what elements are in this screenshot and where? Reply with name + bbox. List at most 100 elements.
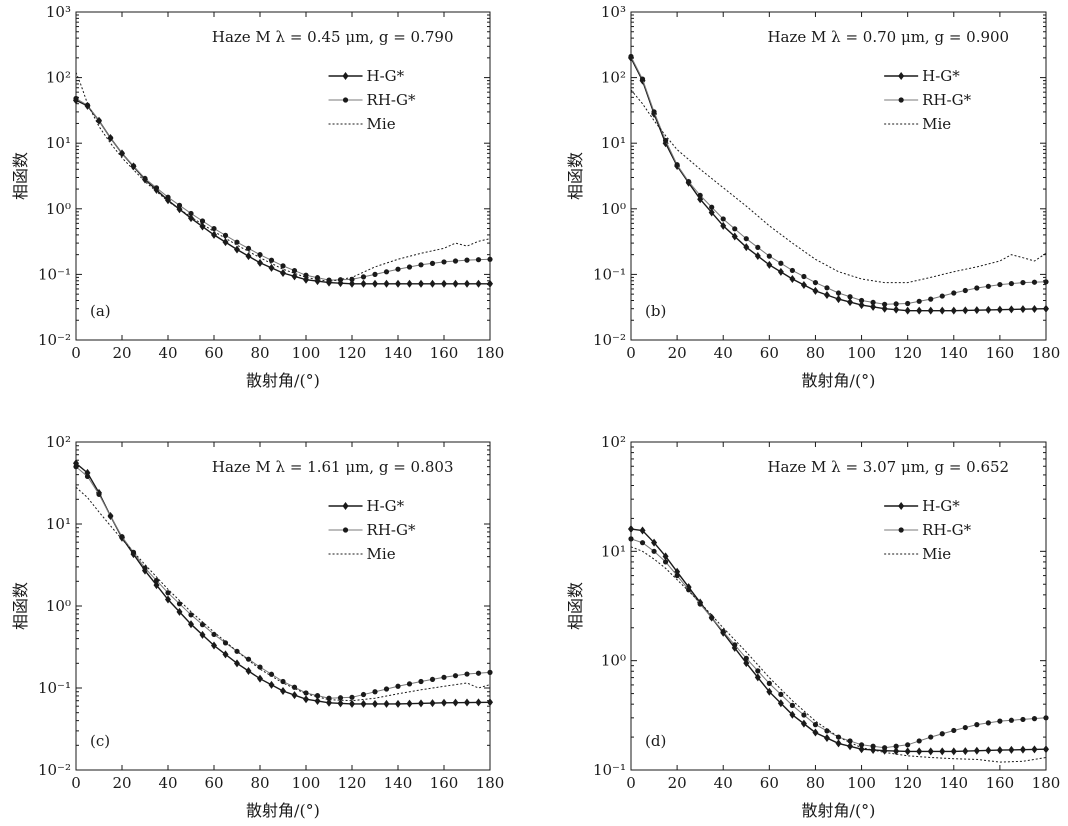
diamond-marker (628, 525, 634, 534)
y-tick-label: 10² (601, 69, 626, 87)
dot-marker (464, 671, 470, 677)
dot-marker (257, 252, 263, 258)
diamond-marker (754, 673, 761, 682)
dot-marker (360, 691, 367, 698)
diamond-marker (950, 306, 957, 315)
dot-marker (720, 216, 726, 222)
x-axis-label: 散射角/(°) (246, 371, 320, 390)
dot-marker (709, 204, 715, 210)
legend-item: RH-G* (328, 521, 416, 539)
legend-label: H-G* (367, 67, 405, 85)
x-axis-label: 散射角/(°) (802, 371, 876, 390)
diamond-marker (326, 698, 332, 707)
dot-marker (119, 150, 125, 156)
x-tick-label: 60 (204, 774, 223, 792)
panel-label: (a) (90, 302, 111, 320)
diamond-marker (651, 538, 658, 547)
diamond-marker (766, 687, 773, 696)
dot-marker (847, 738, 853, 744)
dot-marker (418, 262, 424, 268)
diamond-marker (487, 698, 493, 707)
dot-marker (778, 691, 784, 697)
plot-frame (75, 441, 491, 771)
diamond-marker (395, 279, 401, 288)
diamond-marker (234, 659, 240, 668)
dot-marker (916, 738, 922, 744)
series-rh-g- (73, 95, 493, 283)
x-tick-label: 20 (112, 344, 131, 362)
diamond-marker (777, 267, 784, 276)
dot-marker (974, 722, 980, 728)
dot-marker (222, 232, 229, 238)
dot-marker (651, 109, 657, 115)
dot-marker (406, 264, 413, 270)
x-tick-label: 120 (338, 344, 367, 362)
diamond-marker (176, 607, 183, 616)
x-tick-label: 180 (476, 774, 505, 792)
x-tick-label: 20 (112, 774, 131, 792)
dot-marker (766, 253, 772, 259)
dot-marker (222, 640, 229, 646)
diamond-marker (211, 230, 217, 239)
dot-marker (1043, 279, 1049, 285)
x-tick-label: 80 (806, 774, 825, 792)
diamond-marker (406, 279, 413, 288)
dot-marker (789, 702, 795, 708)
diamond-marker (464, 698, 470, 707)
series-line (630, 89, 1047, 284)
y-tick-label: 10¹ (601, 134, 626, 152)
diamond-marker (662, 552, 669, 561)
series-line (630, 538, 1047, 749)
dot-marker (686, 178, 692, 185)
dot-marker (487, 256, 493, 262)
dot-marker (153, 577, 160, 584)
legend-label: RH-G* (922, 521, 971, 539)
dot-marker (119, 534, 125, 540)
x-tick-label: 60 (760, 774, 779, 792)
x-tick-label: 120 (893, 344, 922, 362)
series-h-g- (628, 525, 1049, 756)
diamond-marker (985, 305, 992, 314)
series-mie (630, 546, 1047, 763)
plot-frame (630, 11, 1047, 341)
x-tick-label: 140 (384, 774, 413, 792)
dot-marker (870, 299, 876, 306)
panel-a: 0 20 40 60 80 100 120 140 160 180 10⁻² 10⁻¹ 10⁰ 10¹ 10… (11, 3, 504, 390)
y-axis-label: 相函数 (566, 582, 585, 630)
diamond-marker (939, 747, 946, 756)
series-mie (75, 72, 491, 283)
diamond-marker (372, 699, 378, 708)
dot-marker (755, 244, 761, 251)
diamond-marker (1043, 304, 1049, 313)
diamond-marker (211, 641, 217, 650)
diamond-marker (222, 238, 229, 247)
series-line (630, 528, 1047, 753)
legend-item: H-G* (884, 497, 960, 515)
diamond-marker (383, 279, 390, 288)
y-axis-label: 相函数 (566, 152, 585, 200)
panel-title: Haze M λ = 1.61 μm, g = 0.803 (212, 458, 454, 476)
diamond-marker (835, 295, 842, 304)
diamond-marker (342, 72, 349, 80)
y-tick-label: 10⁻¹ (38, 679, 71, 697)
diamond-marker (789, 275, 796, 284)
series-line (75, 486, 491, 702)
diamond-marker (429, 279, 436, 288)
dot-marker (905, 300, 911, 307)
panel-title: Haze M λ = 3.07 μm, g = 0.652 (767, 458, 1009, 476)
diamond-marker (418, 279, 424, 288)
dot-marker (778, 260, 784, 266)
diamond-marker (800, 719, 807, 728)
dot-marker (199, 218, 206, 224)
diamond-marker (916, 747, 923, 756)
x-tick-label: 60 (204, 344, 223, 362)
legend: H-G* RH-G* Mie (884, 497, 972, 563)
dot-marker (755, 668, 761, 674)
x-tick-label: 180 (476, 344, 505, 362)
diamond-marker (418, 699, 424, 708)
dot-marker (962, 287, 968, 294)
dot-marker (893, 301, 899, 307)
dot-marker (686, 587, 692, 593)
y-tick-label: 10² (46, 433, 71, 451)
dot-marker (639, 540, 646, 546)
